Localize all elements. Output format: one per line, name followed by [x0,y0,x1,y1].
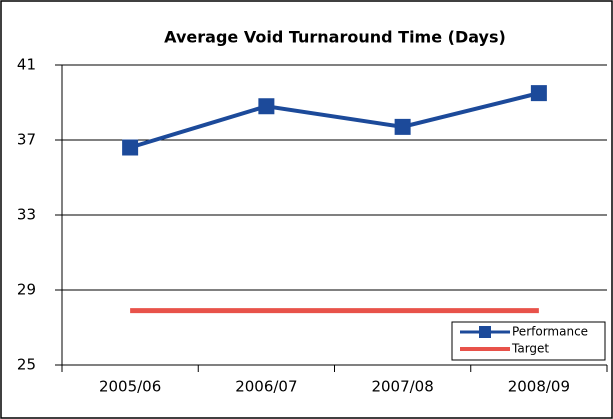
series-line [129,91,540,150]
x-tick-label: 2005/06 [99,378,161,396]
y-tick-label: 25 [17,356,36,374]
x-tick-label: 2006/07 [235,378,297,396]
y-tick-label: 33 [17,206,36,224]
legend-label: Target [511,342,549,356]
point-marker [394,118,411,135]
y-tick-label: 29 [17,281,36,299]
point-marker [530,85,547,102]
x-tick-label: 2007/08 [371,378,433,396]
chart-title: Average Void Turnaround Time (Days) [164,28,506,47]
legend-marker [479,326,491,338]
y-tick-label: 37 [17,131,36,149]
legend-label: Performance [512,325,588,339]
point-marker [258,98,275,115]
legend-box [451,321,606,361]
x-tick-label: 2008/09 [508,378,570,396]
point-marker [122,139,139,156]
y-tick-label: 41 [17,56,36,74]
